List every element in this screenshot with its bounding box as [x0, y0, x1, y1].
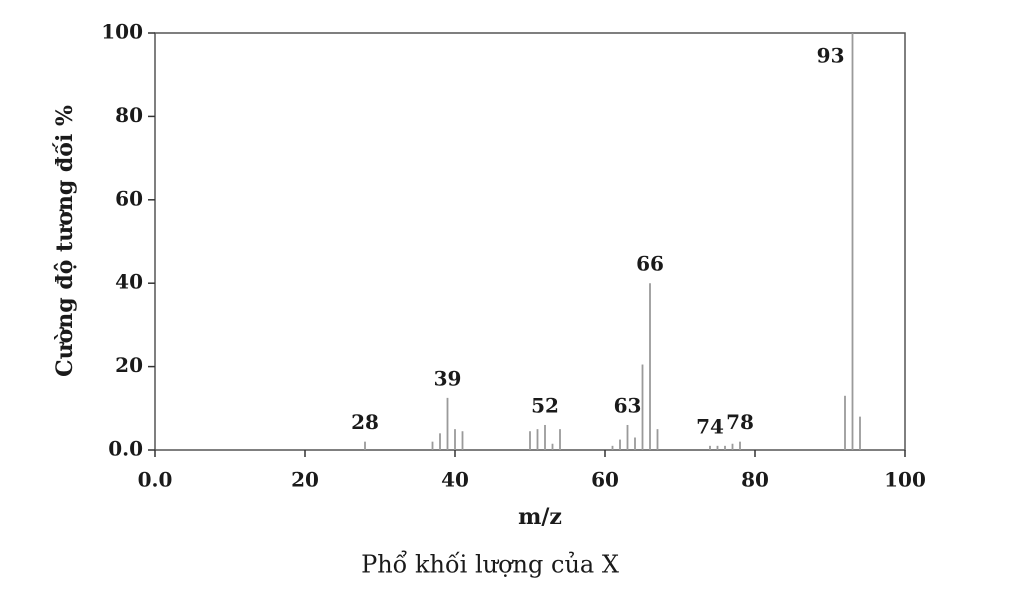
peak-label: 28: [351, 410, 379, 434]
y-tick-label: 20: [115, 353, 143, 377]
y-tick-label: 60: [115, 186, 143, 210]
x-tick-label: 0.0: [138, 468, 173, 492]
x-tick-label: 20: [291, 468, 319, 492]
caption: Phổ khối lượng của X: [361, 550, 619, 579]
peak-label: 74: [696, 414, 724, 438]
y-tick-label: 40: [115, 270, 143, 294]
x-tick-label: 80: [741, 468, 769, 492]
x-tick-label: 60: [591, 468, 619, 492]
y-tick-label: 80: [115, 103, 143, 127]
peak-label: 39: [434, 366, 462, 390]
peak-label: 52: [531, 393, 559, 417]
y-tick-label: 0.0: [108, 437, 143, 461]
peak-label: 63: [614, 393, 642, 417]
plot-frame: [154, 32, 906, 451]
peak-label: 93: [817, 44, 845, 68]
peak-label: 66: [636, 252, 664, 276]
x-axis-label: m/z: [518, 504, 562, 530]
y-tick-label: 100: [101, 20, 143, 44]
x-tick-label: 40: [441, 468, 469, 492]
peak-label: 78: [726, 410, 754, 434]
y-axis-label: Cường độ tương đối %: [52, 105, 78, 377]
x-tick-label: 100: [884, 468, 926, 492]
